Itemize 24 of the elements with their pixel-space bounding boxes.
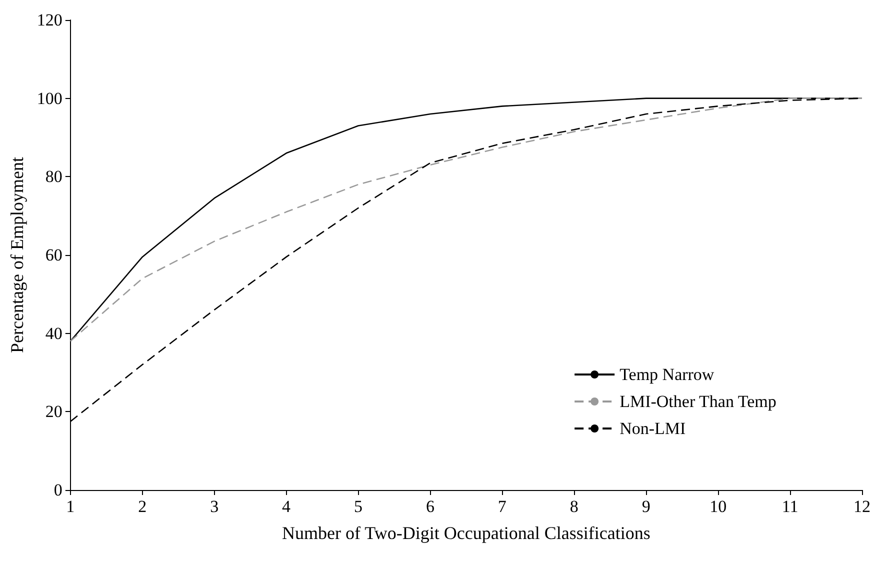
x-tick-label: 10 xyxy=(710,497,727,516)
x-tick-label: 8 xyxy=(570,497,578,516)
legend-label: Temp Narrow xyxy=(620,365,715,384)
x-tick-label: 1 xyxy=(66,497,75,516)
y-tick-label: 60 xyxy=(45,246,62,264)
x-tick-label: 4 xyxy=(282,497,292,516)
legend-label: Non-LMI xyxy=(620,419,686,438)
x-tick-label: 9 xyxy=(642,497,650,516)
y-tick-label: 120 xyxy=(36,10,62,30)
x-tick-label: 3 xyxy=(210,497,219,516)
y-tick-label: 40 xyxy=(45,324,62,343)
y-tick-label: 80 xyxy=(45,167,62,186)
x-tick-label: 6 xyxy=(426,497,434,516)
x-tick-label: 7 xyxy=(498,497,507,516)
legend-label: LMI-Other Than Temp xyxy=(620,392,776,411)
x-tick-label: 5 xyxy=(354,497,363,516)
y-axis-title: Percentage of Employment xyxy=(7,157,27,353)
y-tick-label: 20 xyxy=(45,402,62,422)
x-tick-label: 2 xyxy=(138,497,147,516)
y-tick-label: 100 xyxy=(36,88,62,108)
x-axis-title: Number of Two-Digit Occupational Classifications xyxy=(282,523,650,543)
y-tick-label: 0 xyxy=(54,480,62,500)
x-tick-label: 11 xyxy=(782,497,798,516)
x-tick-label: 12 xyxy=(854,497,870,516)
